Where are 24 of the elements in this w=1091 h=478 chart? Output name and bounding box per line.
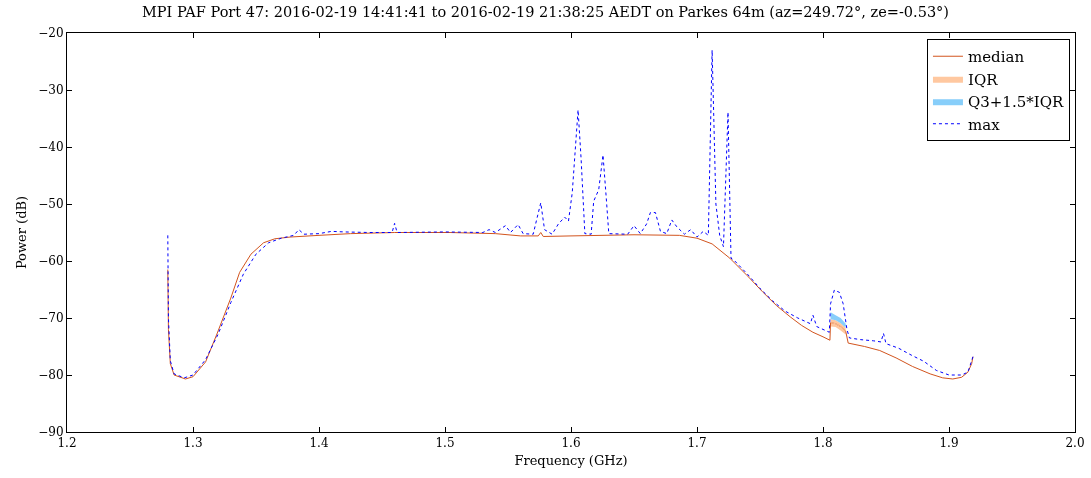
y-tick-label: −70 [38,311,64,326]
y-tick-label: −20 [38,26,64,41]
x-tick-label: 2.0 [1065,436,1085,451]
x-tick-label: 1.8 [813,436,833,451]
y-tick-label: −30 [38,83,64,98]
x-tick-label: 1.4 [309,436,329,451]
x-tick-label: 1.2 [57,436,77,451]
legend-label: median [967,48,1025,67]
chart-title: MPI PAF Port 47: 2016-02-19 14:41:41 to 2016-02-19 21:38:25 AEDT on Parkes 64m (az=249.72°, ze=-0.53°) [141,4,950,21]
x-tick-label: 1.9 [939,436,959,451]
y-tick-label: −50 [38,197,64,212]
legend-label: IQR [967,70,999,89]
x-tick-label: 1.7 [687,436,707,451]
legend-label: Q3+1.5*IQR [967,93,1064,112]
x-tick-label: 1.5 [435,436,455,451]
y-tick-label: −60 [38,254,64,269]
y-tick-label: −80 [38,368,64,383]
x-axis-title: Frequency (GHz) [514,453,628,468]
y-axis-title: Power (dB) [14,195,30,270]
x-tick-label: 1.6 [561,436,581,451]
x-tick-label: 1.3 [183,436,203,451]
legend-label: max [967,115,1001,134]
line-series [167,232,974,380]
y-tick-label: −40 [38,140,64,155]
